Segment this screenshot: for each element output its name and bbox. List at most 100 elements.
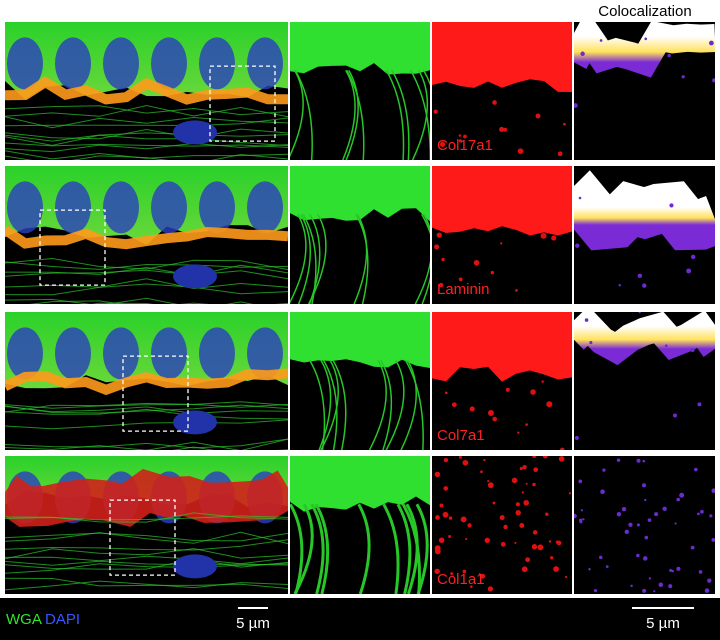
fiber xyxy=(5,438,288,449)
fiber xyxy=(5,531,288,545)
puncta xyxy=(642,459,646,463)
fiber xyxy=(409,69,430,160)
puncta xyxy=(644,498,647,502)
fiber xyxy=(297,213,311,304)
puncta xyxy=(674,522,677,525)
puncta xyxy=(548,540,552,543)
puncta xyxy=(578,479,583,484)
fiber xyxy=(5,406,288,414)
fiber xyxy=(422,69,430,86)
puncta xyxy=(636,523,640,527)
nucleus xyxy=(173,120,217,145)
puncta xyxy=(467,523,472,528)
figure-row: Laminin xyxy=(5,166,715,304)
marker-label: Col17a1 xyxy=(437,137,493,154)
nucleus xyxy=(199,327,235,380)
fiber xyxy=(5,580,288,591)
puncta xyxy=(574,103,578,108)
fiber xyxy=(391,69,410,160)
nucleus xyxy=(55,37,91,90)
fiber xyxy=(404,359,424,450)
fiber xyxy=(310,503,325,594)
puncta xyxy=(679,492,685,498)
puncta xyxy=(439,503,444,508)
fiber xyxy=(396,503,412,594)
fiber xyxy=(5,402,288,413)
puncta xyxy=(708,40,714,46)
fiber xyxy=(5,257,288,271)
puncta xyxy=(600,489,605,495)
puncta xyxy=(637,273,643,279)
fiber xyxy=(382,503,400,594)
fiber xyxy=(405,503,419,594)
fiber xyxy=(5,563,288,574)
puncta xyxy=(658,582,664,588)
nucleus xyxy=(199,37,235,90)
puncta xyxy=(574,513,577,519)
marker-label: Col7a1 xyxy=(437,427,485,444)
puncta xyxy=(532,530,538,535)
puncta xyxy=(707,578,712,583)
stain xyxy=(432,22,572,92)
puncta xyxy=(492,501,496,505)
marker-label: Laminin xyxy=(437,281,490,298)
puncta xyxy=(438,537,445,543)
puncta xyxy=(499,126,505,133)
puncta xyxy=(602,468,606,472)
fiber xyxy=(421,213,430,304)
tissue xyxy=(290,22,430,75)
fiber xyxy=(5,117,288,127)
puncta xyxy=(519,523,525,528)
fiber xyxy=(421,213,430,235)
fiber xyxy=(411,69,429,160)
puncta xyxy=(442,511,449,518)
micrograph xyxy=(574,312,715,450)
puncta xyxy=(487,586,494,592)
puncta xyxy=(487,410,494,416)
puncta xyxy=(483,458,486,462)
puncta xyxy=(525,557,531,563)
fiber xyxy=(5,105,288,116)
fiber xyxy=(5,419,288,430)
fiber xyxy=(5,269,288,280)
puncta xyxy=(697,512,700,516)
fiber xyxy=(5,128,288,140)
puncta xyxy=(462,569,467,574)
puncta xyxy=(642,588,647,593)
fiber xyxy=(5,577,288,589)
fiber xyxy=(5,132,288,142)
fiber xyxy=(5,515,288,521)
fiber xyxy=(294,69,313,160)
fiber xyxy=(353,213,368,304)
background xyxy=(432,456,572,594)
puncta xyxy=(443,458,449,463)
puncta xyxy=(644,37,648,41)
puncta xyxy=(653,590,656,593)
puncta xyxy=(487,480,490,483)
coloc-band xyxy=(574,312,715,366)
puncta xyxy=(517,148,524,155)
fiber xyxy=(5,548,288,560)
puncta xyxy=(638,312,641,314)
fiber xyxy=(5,532,288,542)
figure-row: Col1a1 xyxy=(5,456,715,594)
puncta xyxy=(704,588,710,593)
fiber xyxy=(5,438,288,450)
puncta xyxy=(654,512,659,517)
fiber xyxy=(5,401,288,409)
puncta xyxy=(487,482,494,489)
puncta xyxy=(556,540,562,546)
fiber xyxy=(314,503,330,594)
fiber xyxy=(5,142,288,153)
fiber xyxy=(320,359,339,450)
nucleus xyxy=(151,327,187,380)
puncta xyxy=(505,387,510,392)
puncta xyxy=(690,347,695,352)
puncta xyxy=(628,522,633,527)
puncta xyxy=(582,518,585,521)
puncta xyxy=(521,491,525,494)
stain xyxy=(432,312,572,382)
puncta xyxy=(503,127,508,132)
puncta xyxy=(694,467,698,472)
